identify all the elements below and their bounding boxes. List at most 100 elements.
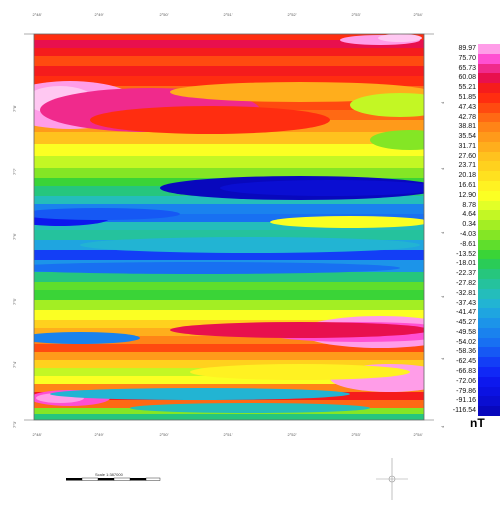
anomaly-lobe <box>80 237 420 253</box>
anomaly-band <box>34 282 424 291</box>
legend-label: 23.71 <box>458 162 476 170</box>
anomaly-lobe <box>130 403 370 413</box>
legend-label: -13.52 <box>456 250 476 258</box>
legend-swatch <box>478 396 500 407</box>
legend-label: -27.82 <box>456 279 476 287</box>
anomaly-lobe <box>270 216 424 228</box>
anomaly-lobe <box>34 262 400 274</box>
legend-swatch <box>478 200 500 211</box>
legend-label: -91.16 <box>456 397 476 405</box>
legend-swatch <box>478 337 500 348</box>
legend-label: 55.21 <box>458 84 476 92</box>
legend-swatch <box>478 269 500 280</box>
anomaly-band <box>34 196 424 205</box>
legend-label: -18.01 <box>456 260 476 268</box>
legend-label: 0.34 <box>462 221 476 229</box>
legend-swatch <box>478 406 500 417</box>
anomaly-lobe <box>370 130 424 150</box>
legend-swatch <box>478 308 500 319</box>
legend-label: -66.83 <box>456 368 476 376</box>
legend-unit: nT <box>470 416 485 430</box>
legend-swatch <box>478 367 500 378</box>
legend-label: -62.45 <box>456 358 476 366</box>
legend-swatch <box>478 83 500 94</box>
legend-swatch <box>478 44 500 55</box>
legend-swatch <box>478 181 500 192</box>
legend-label: -37.43 <box>456 299 476 307</box>
anomaly-band <box>34 40 424 49</box>
top-tick: 2°51' <box>223 12 233 17</box>
anomaly-lobe <box>190 364 410 380</box>
legend-label: 42.78 <box>458 113 476 121</box>
anomaly-band <box>34 300 424 311</box>
anomaly-band <box>34 344 424 353</box>
bottom-tick: 2°50' <box>159 432 169 437</box>
legend-swatch <box>478 190 500 202</box>
legend-label: 4.64 <box>462 211 476 219</box>
legend-label: -8.61 <box>460 240 476 248</box>
legend-swatch <box>478 347 500 358</box>
anomaly-band <box>34 414 424 420</box>
legend-swatch <box>478 278 500 290</box>
anomaly-band <box>34 290 424 301</box>
legend-swatch <box>478 122 500 133</box>
legend-label: 60.08 <box>458 74 476 82</box>
anomaly-band <box>34 222 424 231</box>
legend-swatch <box>478 151 500 162</box>
legend-label: 38.81 <box>458 123 476 131</box>
legend-label: -32.81 <box>456 289 476 297</box>
anomaly-band <box>34 230 424 241</box>
legend-label: 89.97 <box>458 45 476 52</box>
anomaly-band <box>34 352 424 361</box>
legend-swatch <box>478 141 500 153</box>
anomaly-lobe <box>220 180 424 196</box>
left-tick: 7°7' <box>12 168 17 175</box>
anomaly-lobe <box>350 93 424 117</box>
anomaly-band <box>34 214 424 223</box>
legend-swatch <box>478 112 500 123</box>
anomaly-band <box>34 376 424 385</box>
legend-label: -79.86 <box>456 387 476 395</box>
right-tick: 4 <box>440 425 445 428</box>
anomaly-band <box>34 360 424 369</box>
anomaly-band <box>34 272 424 283</box>
bottom-tick: 2°49' <box>94 432 104 437</box>
top-tick: 2°52' <box>287 12 297 17</box>
legend-label: 51.85 <box>458 93 476 101</box>
legend-swatch <box>478 357 500 368</box>
bottom-tick: 2°48' <box>32 432 42 437</box>
anomaly-band <box>34 144 424 157</box>
legend-swatch <box>478 327 500 339</box>
legend-swatch <box>478 376 500 388</box>
anomaly-lobe <box>50 388 350 400</box>
legend-swatch <box>478 161 500 172</box>
legend-label: 12.90 <box>458 191 476 199</box>
color-legend <box>478 44 500 417</box>
legend-swatch <box>478 63 500 74</box>
anomaly-band <box>34 250 424 261</box>
legend-label: -4.03 <box>460 231 476 238</box>
legend-label: 31.71 <box>458 142 476 150</box>
anomaly-lobe <box>378 34 422 42</box>
legend-label: -54.02 <box>456 338 476 346</box>
legend-label: 8.78 <box>462 201 476 209</box>
top-tick: 2°49' <box>94 12 104 17</box>
anomaly-band <box>34 66 424 77</box>
top-tick: 2°54' <box>413 12 423 17</box>
legend-label: 20.18 <box>458 172 476 180</box>
legend-label: -72.06 <box>456 377 476 385</box>
left-tick: 7°3' <box>12 421 17 428</box>
anomaly-band <box>34 310 424 321</box>
legend-label: -49.58 <box>456 328 476 336</box>
bottom-tick: 2°54' <box>413 432 423 437</box>
anomaly-band <box>34 56 424 67</box>
anomaly-band <box>34 204 424 215</box>
top-tick: 2°50' <box>159 12 169 17</box>
legend-swatch <box>478 220 500 231</box>
legend-swatch <box>478 239 500 251</box>
top-tick: 2°48' <box>32 12 42 17</box>
bottom-tick: 2°51' <box>223 432 233 437</box>
left-tick: 7°5' <box>12 298 17 305</box>
legend-label: -116.54 <box>452 407 476 415</box>
